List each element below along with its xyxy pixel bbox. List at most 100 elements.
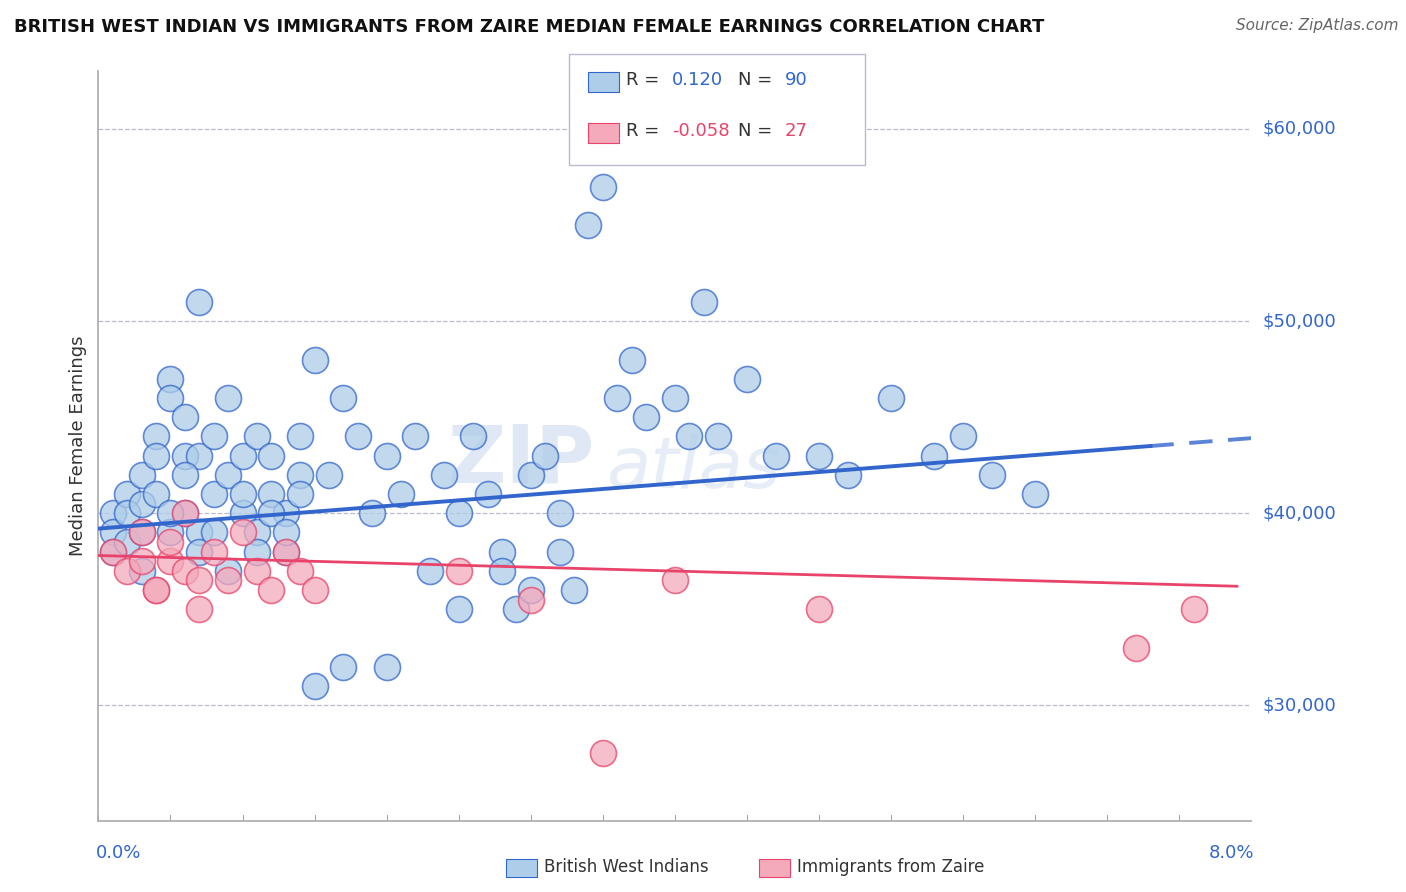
- Point: [304, 583, 326, 598]
- Point: [620, 352, 643, 367]
- Point: [159, 506, 181, 520]
- Text: ZIP: ZIP: [447, 422, 595, 500]
- Point: [101, 506, 124, 520]
- Point: [592, 179, 614, 194]
- Point: [981, 467, 1004, 482]
- Point: [447, 602, 470, 616]
- Point: [491, 564, 513, 578]
- Point: [520, 583, 543, 598]
- Point: [231, 525, 254, 540]
- Text: Immigrants from Zaire: Immigrants from Zaire: [797, 858, 984, 876]
- Point: [174, 564, 197, 578]
- Point: [174, 506, 197, 520]
- Point: [520, 592, 543, 607]
- Text: British West Indians: British West Indians: [544, 858, 709, 876]
- Point: [520, 467, 543, 482]
- Point: [693, 294, 716, 309]
- Point: [159, 525, 181, 540]
- Point: [346, 429, 368, 443]
- Point: [217, 391, 239, 405]
- Point: [447, 506, 470, 520]
- Text: $40,000: $40,000: [1263, 504, 1337, 522]
- Point: [131, 525, 153, 540]
- Point: [1182, 602, 1205, 616]
- Point: [461, 429, 484, 443]
- Point: [678, 429, 700, 443]
- Point: [375, 449, 398, 463]
- Point: [131, 467, 153, 482]
- Text: $60,000: $60,000: [1263, 120, 1337, 138]
- Point: [159, 391, 181, 405]
- Point: [318, 467, 340, 482]
- Point: [202, 544, 225, 558]
- Point: [131, 564, 153, 578]
- Point: [290, 467, 312, 482]
- Point: [159, 535, 181, 549]
- Point: [131, 554, 153, 568]
- Point: [217, 564, 239, 578]
- Point: [174, 449, 197, 463]
- Point: [578, 218, 600, 232]
- Point: [174, 467, 197, 482]
- Point: [548, 506, 571, 520]
- Point: [188, 449, 211, 463]
- Point: [117, 506, 139, 520]
- Point: [592, 747, 614, 761]
- Point: [304, 679, 326, 693]
- Text: atlas: atlas: [606, 434, 780, 503]
- Point: [664, 391, 686, 405]
- Point: [174, 506, 197, 520]
- Point: [159, 372, 181, 386]
- Point: [274, 544, 297, 558]
- Point: [246, 429, 269, 443]
- Point: [246, 564, 269, 578]
- Point: [188, 294, 211, 309]
- Text: 8.0%: 8.0%: [1209, 844, 1254, 862]
- Text: -0.058: -0.058: [672, 122, 730, 140]
- Point: [808, 602, 831, 616]
- Text: 90: 90: [785, 71, 807, 89]
- Text: 27: 27: [785, 122, 807, 140]
- Point: [664, 574, 686, 588]
- Point: [477, 487, 499, 501]
- Point: [534, 449, 557, 463]
- Point: [188, 544, 211, 558]
- Point: [188, 525, 211, 540]
- Point: [231, 449, 254, 463]
- Point: [548, 544, 571, 558]
- Point: [246, 525, 269, 540]
- Point: [290, 564, 312, 578]
- Point: [246, 544, 269, 558]
- Point: [260, 449, 283, 463]
- Point: [231, 506, 254, 520]
- Point: [880, 391, 903, 405]
- Text: N =: N =: [738, 71, 772, 89]
- Point: [202, 487, 225, 501]
- Point: [260, 487, 283, 501]
- Text: $50,000: $50,000: [1263, 312, 1337, 330]
- Point: [145, 449, 167, 463]
- Point: [101, 544, 124, 558]
- Point: [117, 487, 139, 501]
- Point: [290, 429, 312, 443]
- Point: [1125, 640, 1147, 655]
- Point: [145, 429, 167, 443]
- Point: [117, 564, 139, 578]
- Point: [131, 497, 153, 511]
- Point: [274, 544, 297, 558]
- Point: [491, 544, 513, 558]
- Point: [260, 583, 283, 598]
- Point: [188, 574, 211, 588]
- Y-axis label: Median Female Earnings: Median Female Earnings: [69, 335, 87, 557]
- Point: [304, 352, 326, 367]
- Point: [217, 574, 239, 588]
- Point: [606, 391, 628, 405]
- Point: [131, 525, 153, 540]
- Point: [1024, 487, 1046, 501]
- Point: [202, 429, 225, 443]
- Point: [707, 429, 730, 443]
- Point: [808, 449, 831, 463]
- Point: [274, 506, 297, 520]
- Point: [290, 487, 312, 501]
- Point: [562, 583, 585, 598]
